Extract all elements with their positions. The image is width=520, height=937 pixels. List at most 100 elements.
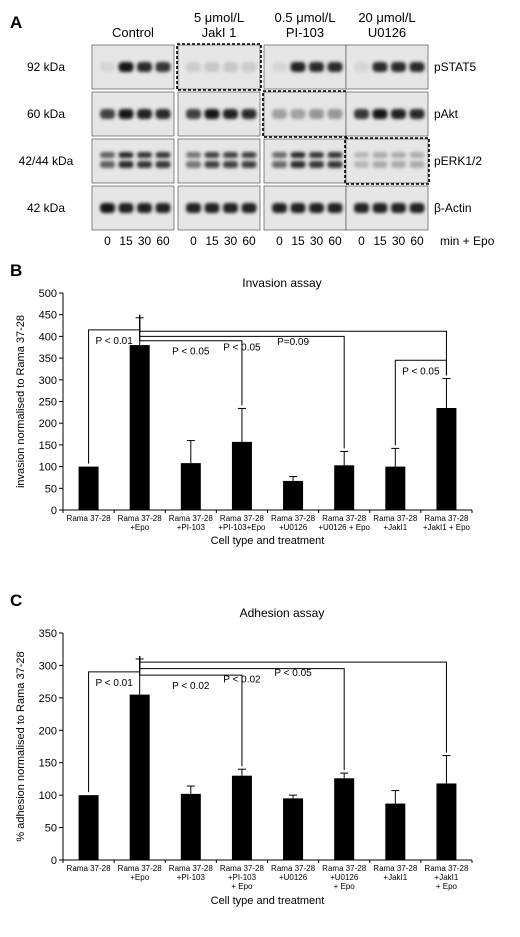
y-tick-label: 100 [39, 790, 57, 802]
blot-band [241, 203, 257, 213]
lane-label: 30 [310, 234, 324, 248]
blot-band [204, 109, 220, 119]
x-category-label-line1: Rama 37-28 [67, 514, 112, 523]
y-tick-label: 250 [39, 693, 57, 705]
bar [385, 803, 406, 860]
lane-label: 30 [138, 234, 152, 248]
lane-label: 0 [358, 234, 365, 248]
blot-box [345, 91, 429, 137]
bar [436, 408, 457, 510]
p-value-label: P=0.09 [277, 337, 309, 348]
significance-bracket: P < 0.02 [139, 655, 243, 767]
protein-label: pSTAT5 [434, 60, 477, 74]
blot-band [155, 203, 171, 213]
bar [283, 480, 304, 510]
blot-band [118, 62, 134, 72]
x-category-label-line3: + Epo [334, 882, 356, 891]
blot-band [155, 152, 171, 158]
x-category-label-line2: +PI-103 [228, 873, 257, 882]
blot-band [309, 109, 324, 119]
blot-band [137, 203, 152, 213]
blot-box [91, 44, 175, 90]
panel-a-label: A [10, 13, 22, 32]
blot-band [204, 203, 220, 213]
invasion-chart-panel: B Invasion assay 0 50 100 150 200 250 300 350 40… [10, 261, 473, 547]
blot-band [186, 161, 201, 168]
blot-band [204, 161, 220, 168]
x-category-label-line2: +JakI1 [383, 873, 407, 882]
significance-bracket: P=0.09 [139, 314, 447, 376]
x-category-label-line1: Rama 37-28 [67, 864, 112, 873]
blot-band [409, 109, 425, 119]
blot-box [263, 185, 347, 231]
blot-band [186, 152, 201, 158]
blot-band [223, 62, 238, 72]
highlight-dashed-box [344, 137, 430, 185]
x-category-label-line2: +JakI1 [435, 873, 459, 882]
molecular-weight-label: 42 kDa [27, 201, 65, 215]
blot-band [223, 203, 238, 213]
y-tick-label: 300 [39, 660, 57, 672]
blot-box [263, 44, 347, 90]
lane-suffix-label: min + Epo [440, 234, 495, 248]
blot-band [137, 109, 152, 119]
y-tick-label: 150 [39, 758, 57, 770]
blot-box [263, 138, 347, 184]
treatment-header-line2: PI-103 [286, 25, 324, 40]
x-category-label-line2: +U0126 [279, 523, 308, 532]
x-category-label-line1: Rama 37-28 [373, 514, 418, 523]
blot-band [372, 161, 388, 168]
significance-bracket: P < 0.05 [139, 314, 243, 406]
blot-band [223, 161, 238, 168]
blot-band [354, 109, 369, 119]
lane-label: 60 [242, 234, 256, 248]
bar [129, 694, 150, 860]
y-tick-label: 100 [39, 462, 57, 474]
x-category-label-line1: Rama 37-28 [220, 514, 265, 523]
x-category-label-line1: Rama 37-28 [118, 864, 163, 873]
lane-label: 60 [410, 234, 424, 248]
x-category-label-line2: +JakI1 [383, 523, 407, 532]
lane-label: 30 [392, 234, 406, 248]
p-value-label: P < 0.02 [223, 675, 261, 686]
lane-label: 15 [291, 234, 305, 248]
x-category-label-line1: Rama 37-28 [424, 864, 469, 873]
x-category-label-line1: Rama 37-28 [424, 514, 469, 523]
blot-box [177, 185, 261, 231]
lane-label: 30 [224, 234, 238, 248]
blot-band [118, 203, 134, 213]
blot-band [223, 152, 238, 158]
bar [129, 345, 150, 510]
significance-bracket: P < 0.05 [139, 655, 447, 753]
x-category-label-line2: +U0126 [279, 873, 308, 882]
bracket-line [139, 314, 243, 406]
y-tick-label: 300 [39, 375, 57, 387]
bar [231, 775, 252, 860]
x-axis-label: Cell type and treatment [211, 535, 325, 547]
blot-box [91, 138, 175, 184]
invasion-chart: 0 50 100 150 200 250 300 350 400 450 500 Rama 37-28… [15, 288, 473, 547]
treatment-header-line2: U0126 [368, 25, 406, 40]
blot-box [177, 138, 261, 184]
blot-band [309, 62, 324, 72]
molecular-weight-label: 60 kDa [27, 107, 65, 121]
molecular-weight-label: 92 kDa [27, 60, 65, 74]
x-category-label-line1: Rama 37-28 [169, 864, 214, 873]
y-tick-label: 350 [39, 628, 57, 640]
bracket-line [139, 655, 243, 767]
p-value-label: P < 0.02 [172, 681, 210, 692]
blot-band [241, 109, 257, 119]
significance-bracket: P < 0.05 [394, 359, 447, 446]
protein-label: pERK1/2 [434, 154, 482, 168]
x-category-label-line2: +U0126 [330, 873, 359, 882]
y-tick-label: 250 [39, 397, 57, 409]
blot-band [391, 161, 406, 168]
blot-band [391, 152, 406, 158]
blot-box [344, 137, 430, 185]
blot-band [391, 109, 406, 119]
y-tick-label: 150 [39, 440, 57, 452]
p-value-label: P < 0.01 [95, 678, 133, 689]
blot-box [91, 91, 175, 137]
